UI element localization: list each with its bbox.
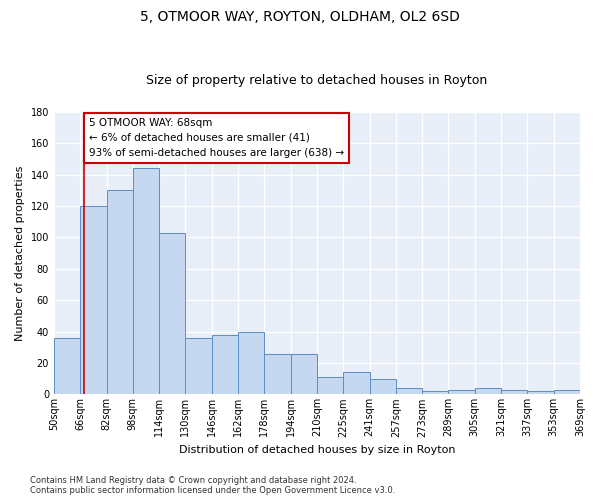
Bar xyxy=(238,332,265,394)
Bar xyxy=(475,388,501,394)
Bar xyxy=(527,391,554,394)
Bar xyxy=(80,206,107,394)
Bar xyxy=(54,338,80,394)
Text: 5, OTMOOR WAY, ROYTON, OLDHAM, OL2 6SD: 5, OTMOOR WAY, ROYTON, OLDHAM, OL2 6SD xyxy=(140,10,460,24)
Bar xyxy=(212,334,238,394)
Bar xyxy=(343,372,370,394)
Bar xyxy=(448,390,475,394)
Bar xyxy=(265,354,290,395)
Y-axis label: Number of detached properties: Number of detached properties xyxy=(15,166,25,341)
Bar xyxy=(501,390,527,394)
Text: Contains HM Land Registry data © Crown copyright and database right 2024.
Contai: Contains HM Land Registry data © Crown c… xyxy=(30,476,395,495)
Bar xyxy=(554,390,580,394)
Bar xyxy=(317,377,343,394)
X-axis label: Distribution of detached houses by size in Royton: Distribution of detached houses by size … xyxy=(179,445,455,455)
Bar xyxy=(133,168,159,394)
Bar xyxy=(370,378,396,394)
Bar xyxy=(396,388,422,394)
Text: 5 OTMOOR WAY: 68sqm
← 6% of detached houses are smaller (41)
93% of semi-detache: 5 OTMOOR WAY: 68sqm ← 6% of detached hou… xyxy=(89,118,344,158)
Title: Size of property relative to detached houses in Royton: Size of property relative to detached ho… xyxy=(146,74,488,87)
Bar xyxy=(107,190,133,394)
Bar xyxy=(422,391,448,394)
Bar xyxy=(159,232,185,394)
Bar xyxy=(290,354,317,395)
Bar xyxy=(185,338,212,394)
